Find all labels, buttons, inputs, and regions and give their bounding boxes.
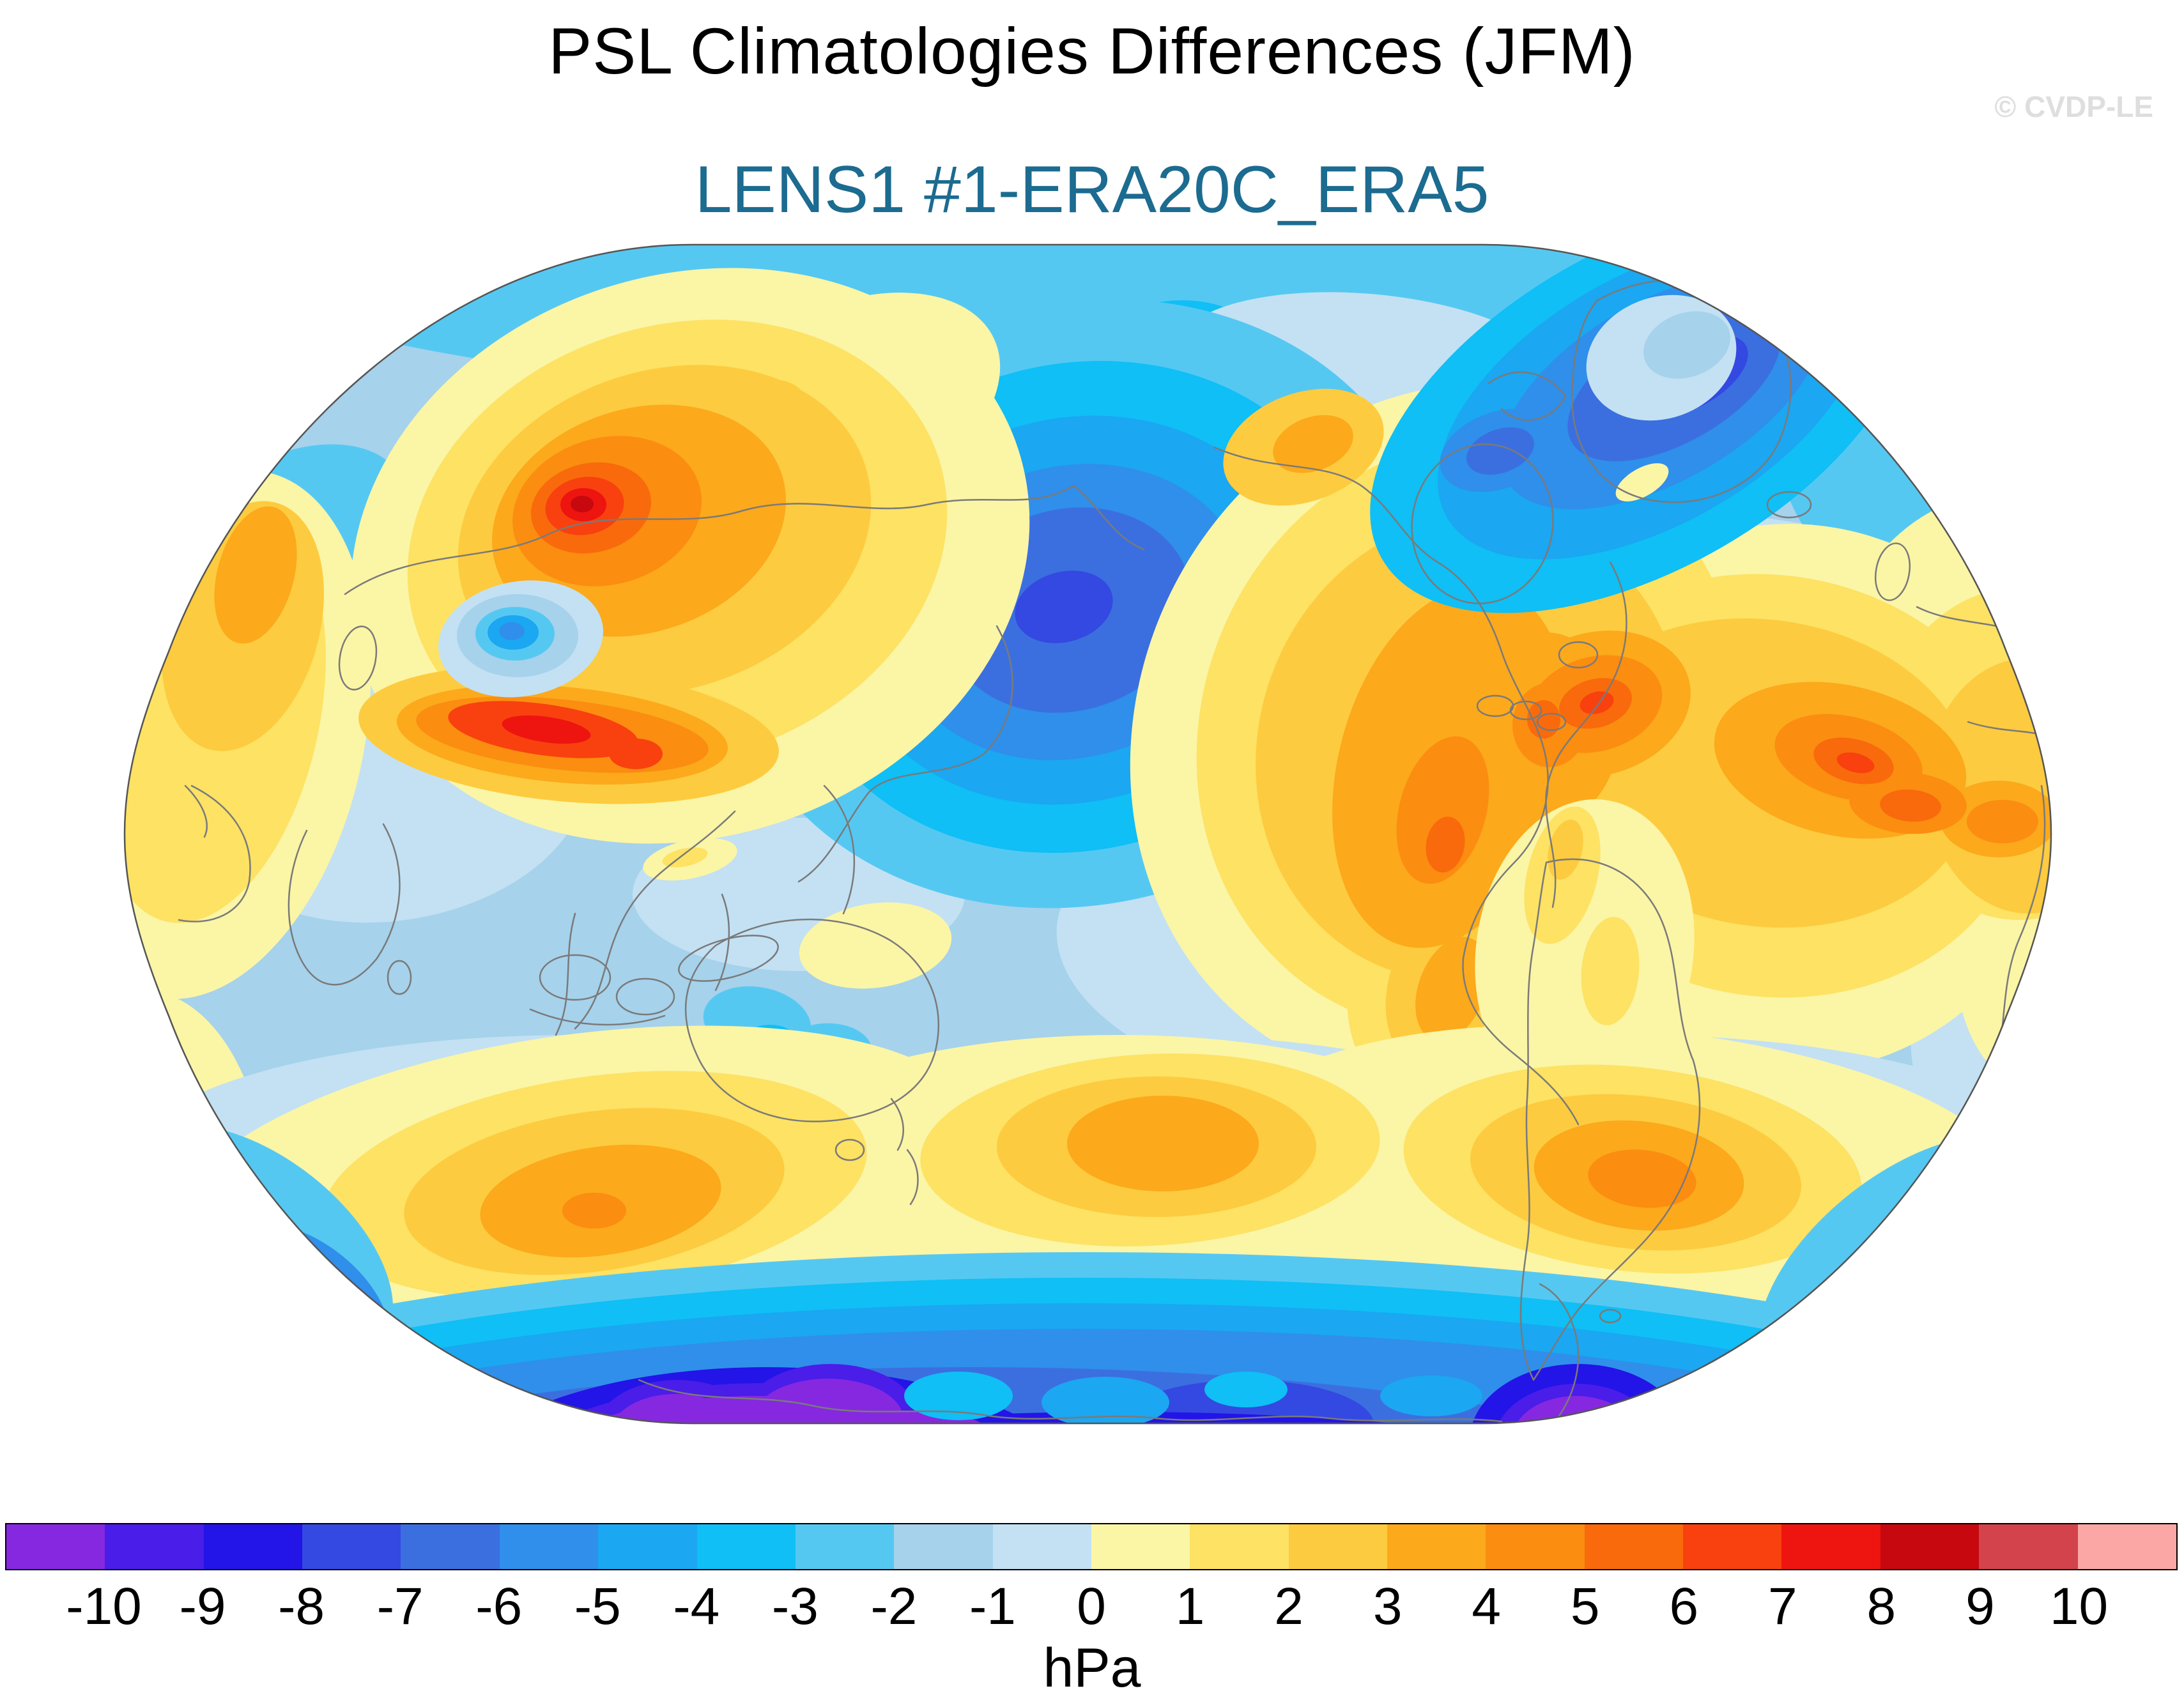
colorbar-segment xyxy=(1387,1524,1486,1569)
colorbar-tick-label: 0 xyxy=(1077,1577,1106,1635)
colorbar-segment xyxy=(1880,1524,1980,1569)
colorbar-segment xyxy=(1979,1524,2078,1569)
colorbar-tick-label: 2 xyxy=(1274,1577,1303,1635)
colorbar-segment xyxy=(1091,1524,1190,1569)
colorbar-tick-label: -7 xyxy=(376,1577,424,1635)
colorbar-tick-label: 8 xyxy=(1866,1577,1896,1635)
colorbar-tick-label: 1 xyxy=(1175,1577,1205,1635)
colorbar-segment xyxy=(1486,1524,1585,1569)
colorbar-tick-label: 9 xyxy=(1965,1577,1995,1635)
colorbar-segment xyxy=(992,1524,1091,1569)
colorbar-segment xyxy=(1190,1524,1289,1569)
colorbar-segment xyxy=(499,1524,599,1569)
cvdp-watermark: © CVDP-LE xyxy=(1994,90,2153,123)
colorbar-tick-label: -4 xyxy=(673,1577,720,1635)
colorbar-tick-label: 5 xyxy=(1570,1577,1600,1635)
colorbar-tick-label: 3 xyxy=(1373,1577,1403,1635)
colorbar-segment xyxy=(795,1524,895,1569)
colorbar-tick-label: 7 xyxy=(1768,1577,1797,1635)
colorbar-segment xyxy=(894,1524,993,1569)
colorbar-segment xyxy=(2077,1524,2176,1569)
colorbar-segment xyxy=(105,1524,204,1569)
colorbar-segment xyxy=(1288,1524,1388,1569)
colorbar-segment xyxy=(203,1524,303,1569)
colorbar-tick-label: -9 xyxy=(179,1577,226,1635)
colorbar-segment xyxy=(696,1524,796,1569)
colorbar-tick-label: -10 xyxy=(66,1577,142,1635)
colorbar-tick-label: -2 xyxy=(870,1577,918,1635)
tibet-local-minimum xyxy=(438,580,603,698)
colorbar-tick-label: 10 xyxy=(2049,1577,2109,1635)
colorbar-tick-label: -6 xyxy=(475,1577,523,1635)
colorbar-tick-label: -8 xyxy=(278,1577,325,1635)
colorbar-segment xyxy=(1683,1524,1782,1569)
colorbar-segment xyxy=(598,1524,697,1569)
colorbar-tick-label: -5 xyxy=(574,1577,621,1635)
colorbar-tick-label: 6 xyxy=(1669,1577,1699,1635)
colorbar-segment xyxy=(1584,1524,1684,1569)
coastlines xyxy=(178,279,2051,1423)
colorbar-ticks: -10 -9 -8 -7 -6 -5 -4 -3 -2 -1 0 1 2 3 4 5 6 7 8 9 10 xyxy=(5,1577,2178,1641)
colorbar-tick-label: -1 xyxy=(969,1577,1016,1635)
chart-title: PSL Climatologies Differences (JFM) xyxy=(548,15,1636,88)
southern-positive-band xyxy=(169,799,2024,1338)
colorbar-tick-label: -3 xyxy=(771,1577,819,1635)
colorbar-tick-label: 4 xyxy=(1472,1577,1501,1635)
chart-subtitle: LENS1 #1-ERA20C_ERA5 xyxy=(695,153,1489,227)
colorbar-segment xyxy=(401,1524,500,1569)
colorbar-segment xyxy=(302,1524,401,1569)
colorbar-units-label: hPa xyxy=(1043,1637,1141,1699)
colorbar xyxy=(5,1523,2178,1570)
colorbar-segment xyxy=(1781,1524,1880,1569)
colorbar-segment xyxy=(6,1524,105,1569)
map-projection-outline xyxy=(123,243,2052,1425)
